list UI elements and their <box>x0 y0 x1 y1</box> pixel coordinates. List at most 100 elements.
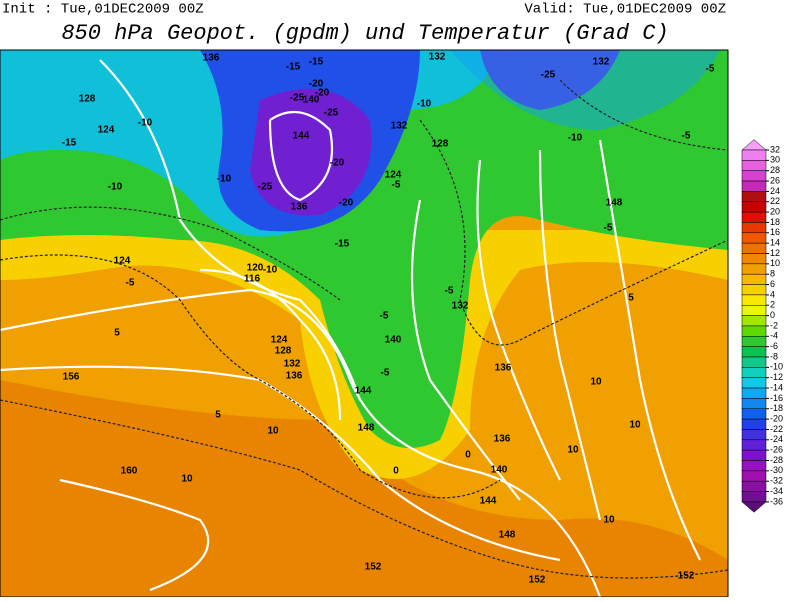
colorbar-cell <box>741 387 767 399</box>
colorbar-cell <box>741 367 767 378</box>
colorbar-label: 20 <box>770 206 780 216</box>
contour-label: 152 <box>678 571 695 582</box>
contour-label: -5 <box>392 180 401 191</box>
colorbar-cell <box>741 232 767 244</box>
colorbar-cell <box>741 294 767 306</box>
contour-label: 144 <box>293 131 310 142</box>
colorbar-cell <box>741 491 767 503</box>
colorbar-label: 14 <box>770 238 780 248</box>
colorbar-label: -12 <box>770 372 783 382</box>
colorbar-label: 0 <box>770 310 775 320</box>
contour-label: 148 <box>499 530 516 541</box>
contour-label: 132 <box>452 301 469 312</box>
contour-label: 132 <box>593 57 610 68</box>
colorbar-cell <box>741 305 767 316</box>
colorbar-cell <box>741 253 767 265</box>
colorbar-label: 12 <box>770 248 780 258</box>
contour-label: 136 <box>495 363 512 374</box>
colorbar-cell <box>741 439 767 451</box>
colorbar-label: 2 <box>770 300 775 310</box>
colorbar-cell <box>741 160 767 171</box>
contour-label: 144 <box>480 496 497 507</box>
contour-label: 5 <box>215 410 221 421</box>
colorbar-label: -36 <box>770 496 783 506</box>
contour-label: 152 <box>529 575 546 586</box>
colorbar-label: -18 <box>770 403 783 413</box>
contour-label: -15 <box>286 62 301 73</box>
contour-label: 124 <box>114 256 131 267</box>
contour-label: -10 <box>263 265 278 276</box>
colorbar-cell <box>741 460 767 472</box>
contour-label: 10 <box>267 426 279 437</box>
colorbar-cell <box>741 191 767 202</box>
colorbar-label: 8 <box>770 269 775 279</box>
contour-label: -5 <box>682 131 691 142</box>
contour-label: 136 <box>494 434 511 445</box>
colorbar-label: 26 <box>770 175 780 185</box>
colorbar-cell <box>741 429 767 441</box>
colorbar-cell <box>741 377 767 389</box>
contour-label: 128 <box>275 346 292 357</box>
contour-label: 10 <box>603 515 615 526</box>
contour-label: 140 <box>303 95 320 106</box>
colorbar-label: 6 <box>770 279 775 289</box>
map-labels: 136-15 -15-20-25132-5128124-10-15-1013214… <box>62 52 715 586</box>
colorbar-label: 30 <box>770 155 780 165</box>
contour-label: 136 <box>203 53 220 64</box>
colorbar-label: -10 <box>770 362 783 372</box>
colorbar-cell <box>741 284 767 296</box>
contour-label: 148 <box>358 423 375 434</box>
colorbar-cell <box>741 273 767 285</box>
contour-label: -10 <box>417 99 432 110</box>
contour-label: 10 <box>181 474 193 485</box>
colorbar-label: -26 <box>770 445 783 455</box>
contour-label: -20 <box>330 158 345 169</box>
contour-label: -10 <box>138 118 153 129</box>
contour-label: -10 <box>217 174 232 185</box>
colorbar-label: 24 <box>770 186 780 196</box>
contour-label: -25 <box>290 93 305 104</box>
contour-label: 10 <box>629 420 641 431</box>
contour-label: 5 <box>114 328 120 339</box>
colorbar-label: -28 <box>770 455 783 465</box>
colorbar-label: -20 <box>770 413 783 423</box>
contour-label: 128 <box>79 94 96 105</box>
contour-label: 136 <box>286 371 303 382</box>
contour-label: -5 <box>706 64 715 75</box>
colorbar-label: 10 <box>770 258 780 268</box>
contour-label: 128 <box>432 139 449 150</box>
contour-label: -5 <box>380 311 389 322</box>
colorbar-label: -22 <box>770 424 783 434</box>
contour-label: 5 <box>628 293 634 304</box>
map-title: 850 hPa Geopot. (gpdm) und Temperatur (G… <box>61 21 668 46</box>
colorbar-cap <box>741 139 767 151</box>
map <box>0 49 729 598</box>
colorbar-label: 28 <box>770 165 780 175</box>
colorbar-cell <box>741 180 767 192</box>
colorbar-cell <box>741 470 767 482</box>
colorbar-cell <box>741 222 767 234</box>
contour-label: 136 <box>291 202 308 213</box>
colorbar-cell <box>741 149 767 161</box>
colorbar-label: -32 <box>770 476 783 486</box>
colorbar-label: 16 <box>770 227 780 237</box>
contour-label: -25 <box>258 182 273 193</box>
contour-label: 160 <box>121 466 138 477</box>
colorbar-cell <box>741 480 767 492</box>
contour-label: -20 <box>315 88 330 99</box>
contour-label: 140 <box>385 335 402 346</box>
colorbar-label: -14 <box>770 382 783 392</box>
colorbar-label: 32 <box>770 144 780 154</box>
contour-label: -5 <box>126 278 135 289</box>
contour-label: -15 <box>309 57 324 68</box>
contour-label: -25 <box>324 108 339 119</box>
colorbar-cell <box>741 356 767 368</box>
valid-time: Valid: Tue,01DEC2009 00Z <box>524 2 726 18</box>
contour-label: 132 <box>391 121 408 132</box>
colorbar-cell <box>741 201 767 213</box>
colorbar-label: 22 <box>770 196 780 206</box>
contour-label: -20 <box>339 198 354 209</box>
colorbar-cell <box>741 408 767 420</box>
colorbar-label: -16 <box>770 393 783 403</box>
contour-label: 0 <box>393 466 399 477</box>
